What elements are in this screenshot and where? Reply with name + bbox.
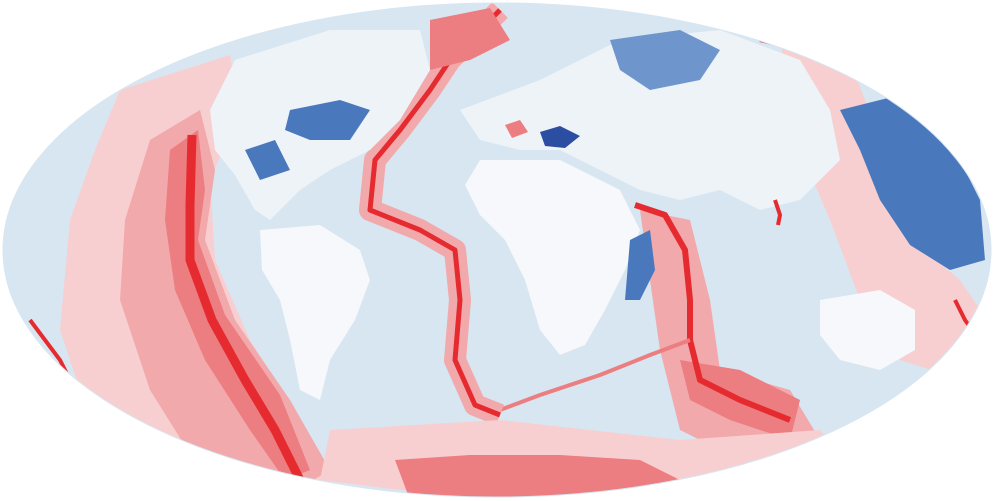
- northwest-pacific-plate: [840, 95, 985, 270]
- siberia-blue: [610, 30, 720, 90]
- africa: [465, 160, 640, 355]
- east-pacific-rise-axis: [185, 134, 305, 483]
- southwest-indian-ridge: [499, 338, 691, 412]
- mid-atlantic-ridge-axis: [367, 8, 502, 418]
- canada-shield: [285, 100, 370, 140]
- hudson-blue: [245, 140, 290, 180]
- arctic-red-zone: [430, 8, 510, 70]
- black-sea: [540, 126, 580, 148]
- australia: [820, 290, 915, 370]
- eurasia: [460, 30, 840, 210]
- south-america: [260, 225, 370, 400]
- east-pacific-rise-mid: [165, 130, 310, 480]
- caspian-red: [505, 120, 528, 138]
- indian-ridge-axis: [634, 202, 792, 423]
- antarctic-red: [395, 455, 680, 497]
- madagascar-blue: [625, 230, 655, 300]
- japan-trench: [773, 199, 783, 226]
